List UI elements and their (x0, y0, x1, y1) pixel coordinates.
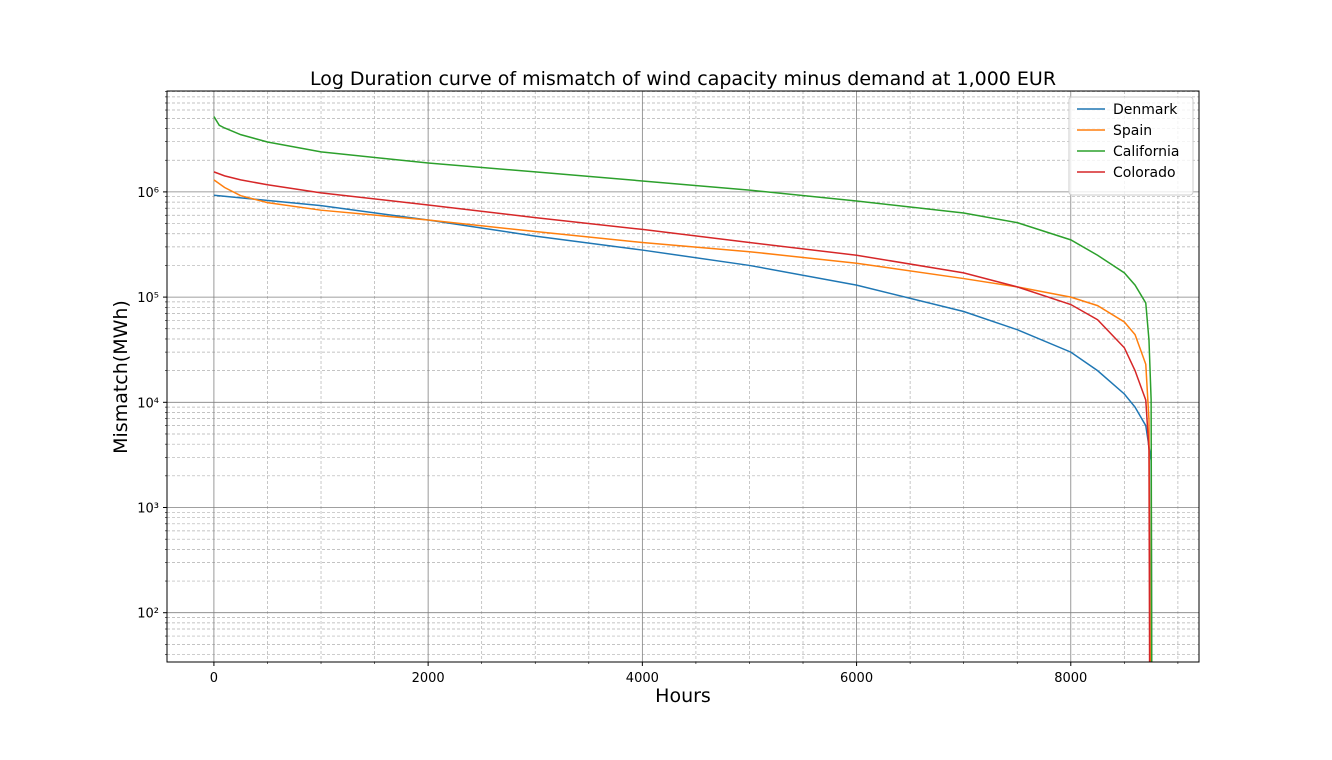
plot-lines (213, 116, 1153, 662)
y-tick-label: 10⁴ (137, 396, 159, 411)
data-line (213, 179, 1152, 662)
data-line (213, 116, 1153, 662)
x-tick-label: 8000 (1054, 671, 1087, 686)
y-tick-label: 10³ (137, 502, 159, 517)
x-tick-label: 2000 (412, 671, 445, 686)
legend-label: Spain (1113, 123, 1152, 139)
y-axis-label: Mismatch(MWh) (110, 300, 132, 454)
legend-label: Denmark (1113, 102, 1178, 118)
y-tick-label: 10⁶ (137, 186, 159, 201)
plot-frame (166, 90, 1200, 663)
legend-label: California (1113, 144, 1179, 160)
x-tick-label: 6000 (840, 671, 873, 686)
legend-label: Colorado (1113, 165, 1176, 181)
x-tick-label: 0 (210, 671, 218, 686)
y-tick-label: 10² (137, 607, 159, 622)
x-tick-label: 4000 (626, 671, 659, 686)
x-axis-label: Hours (655, 685, 711, 707)
data-line (213, 194, 1153, 662)
legend-box (1068, 96, 1194, 196)
y-tick-label: 10⁵ (137, 291, 159, 306)
data-line (213, 171, 1151, 662)
chart-title: Log Duration curve of mismatch of wind c… (310, 68, 1056, 90)
